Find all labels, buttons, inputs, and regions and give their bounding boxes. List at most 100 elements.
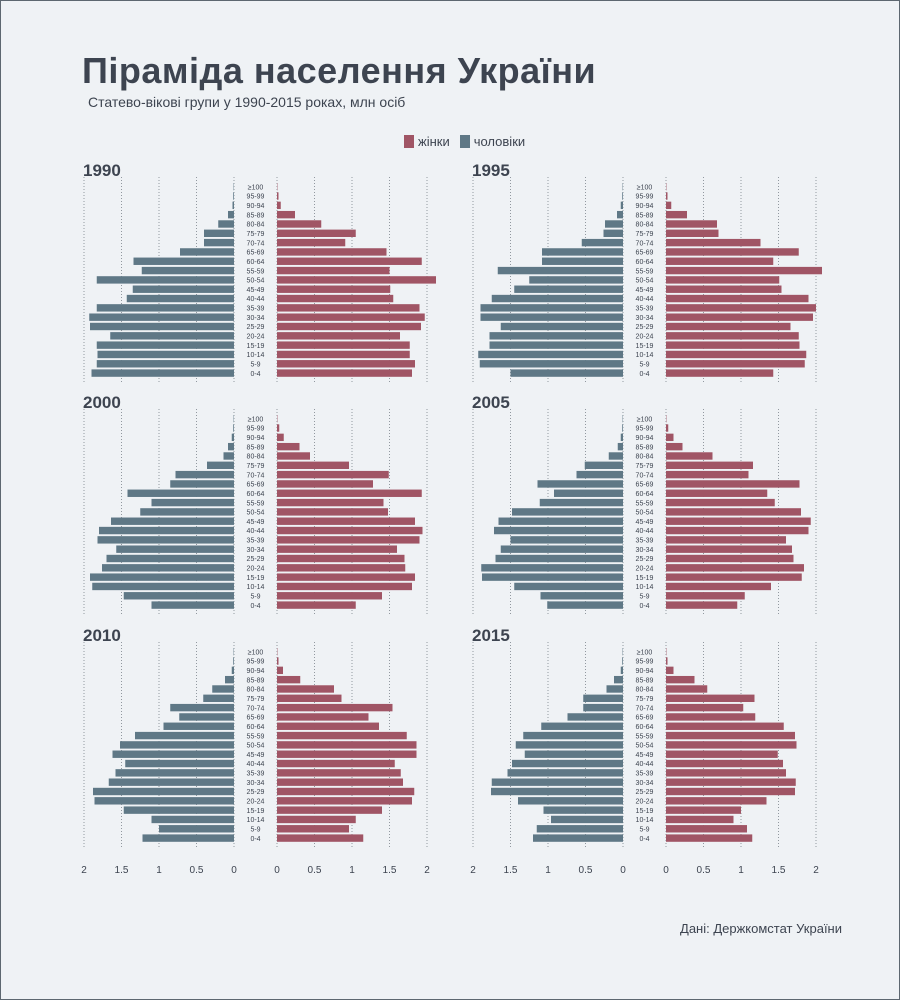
legend-label-female: жінки: [418, 134, 450, 149]
bar-male-1990-0-4: [91, 369, 234, 377]
age-label: 65-69: [247, 715, 265, 722]
age-label: 10-14: [247, 817, 265, 824]
bar-female-2000-50-54: [277, 508, 388, 516]
bar-male-1995-75-79: [603, 229, 623, 237]
bar-male-1995-90-94: [620, 201, 623, 210]
age-label: 55-59: [636, 500, 654, 507]
bar-female-2010-75-79: [277, 694, 342, 702]
age-label: 5-9: [250, 361, 260, 368]
bar-male-2005-35-39: [510, 536, 623, 544]
tick-label-female: 1: [349, 865, 355, 876]
bar-female-1990-5-9: [277, 360, 415, 368]
bar-female-1995-35-39: [666, 304, 816, 312]
bar-female-2005-65-69: [666, 480, 800, 488]
bar-male-2005-50-54: [512, 508, 623, 516]
bar-female-2005-5-9: [666, 592, 745, 600]
bar-male-1995-95-99: [622, 192, 623, 200]
bar-male-2005-70-74: [576, 470, 623, 479]
bar-female-2010-35-39: [277, 769, 401, 777]
age-label: 20-24: [636, 334, 654, 341]
age-label: 15-19: [247, 343, 265, 350]
bar-male-1990-45-49: [132, 285, 234, 293]
age-label: 5-9: [250, 593, 260, 600]
tick-label-female: 1.5: [383, 865, 397, 876]
bar-female-1995-25-29: [666, 322, 791, 331]
age-label: 80-84: [636, 222, 654, 229]
bar-male-2000-55-59: [151, 498, 234, 507]
age-label: 90-94: [247, 203, 265, 210]
bar-female-2000-65-69: [277, 480, 373, 488]
bar-female-2005-70-74: [666, 470, 749, 479]
bar-male-2005-55-59: [539, 498, 623, 507]
bar-male-2010-75-79: [203, 694, 234, 702]
bar-male-2015-15-19: [543, 806, 623, 814]
age-label: 55-59: [247, 500, 265, 507]
bar-male-1995-0-4: [510, 369, 623, 377]
bar-male-2005-60-64: [554, 489, 623, 497]
age-label: 50-54: [636, 743, 654, 750]
bar-female-1995-90-94: [666, 201, 672, 210]
bar-female-2005-60-64: [666, 489, 768, 497]
bar-male-2000-0-4: [151, 601, 234, 609]
bar-female-2010-45-49: [277, 750, 417, 758]
bar-female-2000-0-4: [277, 601, 356, 609]
tick-label-male: 1.5: [504, 865, 518, 876]
bar-male-2005-40-44: [494, 526, 623, 535]
age-label: 20-24: [247, 566, 265, 573]
bar-female-2000-10-14: [277, 582, 412, 591]
age-label: 65-69: [636, 482, 654, 489]
bar-male-2000-95-99: [233, 424, 234, 432]
bar-female-2005-35-39: [666, 536, 786, 544]
bar-male-2005-15-19: [482, 573, 623, 581]
age-label: 10-14: [247, 584, 265, 591]
bar-male-2005-45-49: [498, 517, 623, 525]
bar-female-1990-15-19: [277, 341, 410, 349]
bar-female-2005-20-24: [666, 564, 804, 572]
bar-male-1995-30-34: [480, 313, 623, 321]
age-label: 35-39: [636, 538, 654, 545]
bar-male-1995-60-64: [542, 257, 623, 265]
age-label: 95-99: [247, 194, 265, 201]
bar-female-2015-25-29: [666, 787, 795, 796]
bar-male-1990-10-14: [97, 350, 234, 359]
bar-female-2015-50-54: [666, 741, 797, 749]
bar-male-2000-70-74: [175, 470, 234, 479]
bar-male-2005-90-94: [620, 433, 623, 442]
bar-female-1995-0-4: [666, 369, 774, 377]
year-label-2005: 2005: [472, 393, 510, 412]
age-label: 70-74: [636, 240, 654, 247]
bar-female-2010-40-44: [277, 759, 395, 768]
age-label: 60-64: [636, 724, 654, 731]
bar-female-1995-45-49: [666, 285, 782, 293]
bar-male-2010-5-9: [159, 825, 234, 833]
bar-male-1990-20-24: [110, 332, 234, 340]
age-label: 60-64: [247, 259, 265, 266]
bar-male-1990-70-74: [204, 238, 234, 247]
bar-male-2015-10-14: [551, 815, 623, 824]
bar-male-2015-0-4: [533, 834, 623, 842]
bar-male-1995-35-39: [480, 304, 623, 312]
age-label: 30-34: [636, 315, 654, 322]
bar-male-1995-55-59: [497, 266, 623, 275]
bar-female-2015-5-9: [666, 825, 747, 833]
bar-female-1990-40-44: [277, 294, 394, 303]
age-label: 65-69: [636, 250, 654, 257]
bar-male-2010-0-4: [142, 834, 234, 842]
bar-male-2000-80-84: [223, 452, 234, 460]
bar-male-2015-75-79: [583, 694, 623, 702]
bar-female-1995-95-99: [666, 192, 668, 200]
bar-male-2000-15-19: [90, 573, 234, 581]
bar-female-2015-35-39: [666, 769, 786, 777]
tick-label-male: 1: [156, 865, 162, 876]
bar-female-2000-95-99: [277, 424, 280, 432]
bar-female-2000-60-64: [277, 489, 422, 497]
age-label: ≥100: [637, 649, 653, 656]
bar-female-2000-35-39: [277, 536, 420, 544]
bar-female-2000-55-59: [277, 498, 384, 507]
bar-male-2000-65-69: [170, 480, 234, 488]
age-label: 55-59: [247, 268, 265, 275]
year-label-1995: 1995: [472, 161, 510, 180]
bar-male-1990-65-69: [180, 248, 234, 256]
bar-male-1995-80-84: [605, 220, 623, 228]
age-label: 0-4: [250, 836, 260, 843]
